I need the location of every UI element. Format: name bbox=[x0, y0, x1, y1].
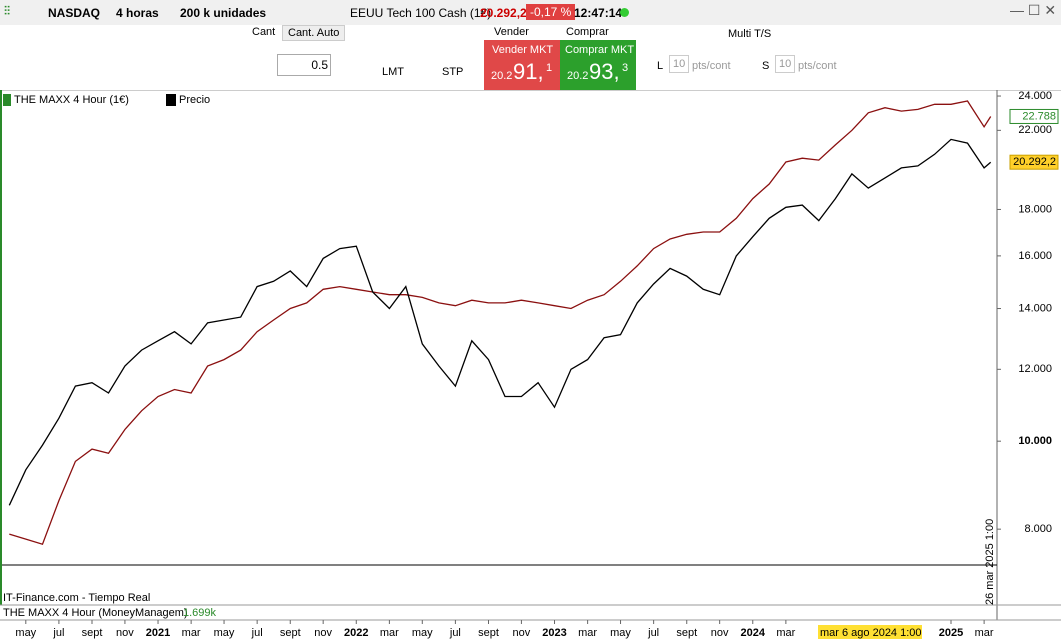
y-tick-label: 18.000 bbox=[1018, 203, 1052, 215]
change: -0,17 % bbox=[526, 4, 576, 20]
legend-entry[interactable]: THE MAXX 4 Hour (1€) bbox=[14, 94, 129, 106]
x-tick-label: 2024 bbox=[741, 627, 766, 639]
window-controls[interactable]: — ☐ ✕ bbox=[1010, 2, 1057, 18]
x-tick-label: nov bbox=[314, 627, 332, 639]
y-tick-label: 14.000 bbox=[1018, 302, 1052, 314]
qty-label: Cant bbox=[252, 26, 276, 38]
symbol[interactable]: NASDAQ bbox=[48, 6, 101, 20]
s-pts[interactable]: 10 bbox=[775, 55, 796, 73]
x-tick-label: may bbox=[15, 627, 36, 639]
qty-input[interactable]: 0.5 bbox=[277, 54, 331, 76]
sell-button[interactable]: Vender MKT 20.2 91, 1 bbox=[484, 40, 560, 90]
x-tick-label: sept bbox=[280, 627, 301, 639]
last-value-box bbox=[1009, 108, 1059, 124]
x-tick-label: nov bbox=[116, 627, 134, 639]
s-label[interactable]: S bbox=[762, 60, 770, 72]
chart: THE MAXX 4 Hour (1€) Precio IT-Finance.c… bbox=[0, 90, 1061, 639]
x-tick-label: 2023 bbox=[542, 627, 566, 639]
status-dot bbox=[620, 8, 629, 17]
l-pts[interactable]: 10 bbox=[669, 55, 690, 73]
sell-prefix: 20.2 bbox=[491, 70, 513, 82]
x-tick-label: jul bbox=[52, 627, 64, 639]
stp[interactable]: STP bbox=[442, 66, 464, 78]
instrument: EEUU Tech 100 Cash (1€) bbox=[350, 6, 492, 20]
buy-small: 3 bbox=[622, 62, 629, 74]
indicator-value: 1.699k bbox=[183, 607, 217, 619]
sell-label: Vender bbox=[494, 26, 529, 38]
sell-small: 1 bbox=[546, 62, 553, 74]
y-tick-label: 16.000 bbox=[1018, 250, 1052, 262]
x-tick-label: sept bbox=[676, 627, 697, 639]
series-line bbox=[9, 100, 992, 545]
x-tick-label: jul bbox=[647, 627, 659, 639]
x-tick-label: nov bbox=[711, 627, 729, 639]
x-tick-label: may bbox=[610, 627, 631, 639]
sell-button-label: Vender MKT bbox=[492, 44, 554, 56]
source: IT-Finance.com - Tiempo Real bbox=[3, 592, 150, 604]
logo: ⫶⫶ bbox=[4, 4, 11, 18]
units[interactable]: 200 k unidades bbox=[180, 6, 267, 20]
l-unit: pts/cont bbox=[692, 60, 731, 72]
time: 12:47:14 bbox=[574, 6, 623, 20]
y-tick-label: 12.000 bbox=[1018, 363, 1052, 375]
x-tick-label: mar bbox=[975, 627, 994, 639]
toolbar: ⫶⫶ NASDAQ 4 horas 200 k unidades EEUU Te… bbox=[0, 0, 1061, 26]
buy-button-label: Comprar MKT bbox=[565, 44, 635, 56]
s-unit: pts/cont bbox=[798, 60, 837, 72]
last-value-box bbox=[1009, 154, 1059, 170]
y-tick-label: 24.000 bbox=[1018, 90, 1052, 102]
x-tick-label: mar bbox=[578, 627, 597, 639]
x-tick-label: 2022 bbox=[344, 627, 368, 639]
cursor-date: 26 mar 2025 1:00 bbox=[984, 519, 996, 605]
hover-date: mar 6 ago 2024 1:00 bbox=[820, 627, 922, 639]
buy-prefix: 20.2 bbox=[567, 70, 589, 82]
x-tick-label: jul bbox=[251, 627, 263, 639]
y-tick-label: 22.000 bbox=[1018, 124, 1052, 136]
period[interactable]: 4 horas bbox=[116, 6, 159, 20]
buy-label: Comprar bbox=[566, 26, 609, 38]
hover-date-box bbox=[818, 625, 922, 639]
x-tick-label: sept bbox=[478, 627, 499, 639]
x-tick-label: 2025 bbox=[939, 627, 963, 639]
legend-swatch bbox=[166, 94, 176, 106]
buy-big: 93, bbox=[589, 59, 620, 84]
x-tick-label: may bbox=[214, 627, 235, 639]
sell-big: 91, bbox=[513, 59, 544, 84]
x-tick-label: jul bbox=[449, 627, 461, 639]
x-tick-label: mar bbox=[182, 627, 201, 639]
last-value-label: 22.788 bbox=[1022, 110, 1056, 122]
x-tick-label: 2021 bbox=[146, 627, 170, 639]
last-value-label: 20.292,2 bbox=[1013, 156, 1056, 168]
legend-swatch bbox=[3, 94, 11, 106]
legend-entry[interactable]: Precio bbox=[179, 94, 210, 106]
x-tick-label: nov bbox=[513, 627, 531, 639]
indicator-name: THE MAXX 4 Hour (MoneyManagem) bbox=[3, 607, 188, 619]
lmt[interactable]: LMT bbox=[382, 66, 404, 78]
y-tick-label: 10.000 bbox=[1018, 435, 1052, 447]
qty-auto[interactable]: Cant. Auto bbox=[282, 25, 346, 41]
price: 20.292,2 bbox=[480, 6, 527, 20]
x-tick-label: sept bbox=[82, 627, 103, 639]
x-tick-label: mar bbox=[776, 627, 795, 639]
y-tick-label: 8.000 bbox=[1024, 523, 1052, 535]
multi-ts[interactable]: Multi T/S bbox=[728, 28, 772, 40]
x-tick-label: mar bbox=[380, 627, 399, 639]
buy-button[interactable]: Comprar MKT 20.2 93, 3 bbox=[560, 40, 636, 90]
x-tick-label: may bbox=[412, 627, 433, 639]
order-panel: Cant Cant. Auto 0.5 LMT STP Vender Compr… bbox=[0, 25, 1061, 91]
l-label[interactable]: L bbox=[657, 60, 664, 72]
series-line bbox=[8, 138, 992, 506]
